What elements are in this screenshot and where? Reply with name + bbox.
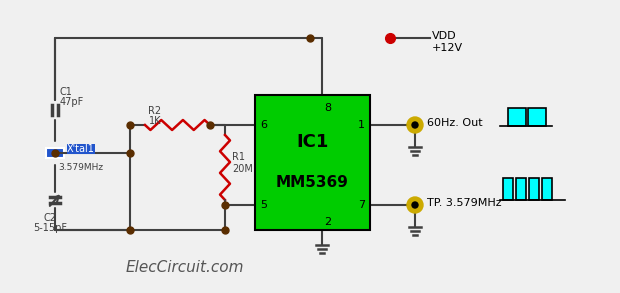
- Text: 47pF: 47pF: [60, 97, 84, 107]
- Text: IC1: IC1: [296, 133, 329, 151]
- Bar: [508, 108, 526, 126]
- Circle shape: [412, 202, 418, 208]
- Bar: [516, 178, 526, 200]
- Text: 7: 7: [358, 200, 365, 210]
- Text: 20M: 20M: [232, 164, 253, 175]
- Text: 2: 2: [324, 217, 331, 227]
- Text: 6: 6: [260, 120, 267, 130]
- Text: 8: 8: [324, 103, 331, 113]
- Bar: [46, 148, 64, 158]
- Text: 1: 1: [358, 120, 365, 130]
- Bar: [255, 95, 370, 230]
- Text: 5-15pF: 5-15pF: [33, 223, 67, 233]
- Text: 1K: 1K: [149, 116, 161, 126]
- Bar: [503, 178, 513, 200]
- Bar: [528, 108, 546, 126]
- Text: TP. 3.579MHz: TP. 3.579MHz: [427, 198, 502, 208]
- Text: 60Hz. Out: 60Hz. Out: [427, 118, 482, 128]
- Text: ElecCircuit.com: ElecCircuit.com: [126, 260, 244, 275]
- Circle shape: [407, 197, 423, 213]
- Text: 5: 5: [260, 200, 267, 210]
- Bar: [529, 178, 539, 200]
- Text: C2: C2: [43, 213, 56, 223]
- Text: VDD: VDD: [432, 31, 456, 41]
- Text: X'tal1: X'tal1: [67, 144, 95, 154]
- Text: R2: R2: [148, 106, 162, 116]
- Text: R1: R1: [232, 152, 245, 163]
- Circle shape: [407, 117, 423, 133]
- Text: C1: C1: [60, 87, 73, 97]
- Text: MM5369: MM5369: [276, 175, 349, 190]
- Text: +12V: +12V: [432, 43, 463, 53]
- Bar: [542, 178, 552, 200]
- Text: 3.579MHz: 3.579MHz: [58, 163, 103, 171]
- Circle shape: [412, 122, 418, 128]
